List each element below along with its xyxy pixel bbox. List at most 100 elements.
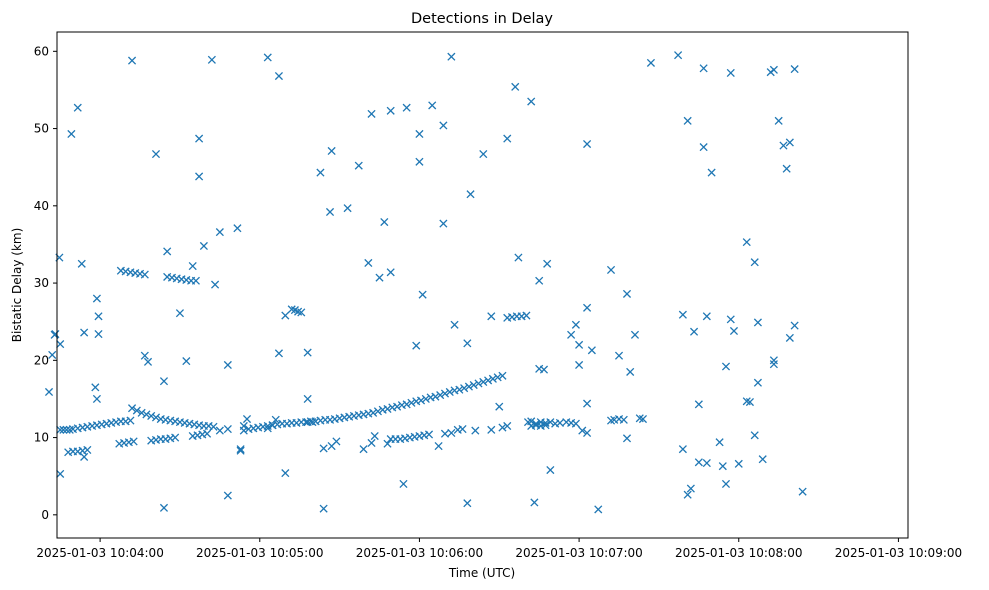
- data-point: [785, 138, 794, 147]
- x-tick-label: 2025-01-03 10:06:00: [356, 546, 483, 560]
- data-point: [281, 311, 290, 320]
- plot-frame: [56, 31, 909, 539]
- data-point: [137, 408, 146, 417]
- data-point: [402, 400, 411, 409]
- data-point: [694, 458, 703, 467]
- data-point: [707, 168, 716, 177]
- data-point: [91, 383, 100, 392]
- data-point: [546, 418, 555, 427]
- y-tick-label: 30: [34, 276, 49, 290]
- data-point: [56, 469, 65, 478]
- data-point: [195, 172, 204, 181]
- data-point: [571, 419, 580, 428]
- data-point: [745, 397, 754, 407]
- data-point: [683, 490, 692, 499]
- data-point: [699, 143, 708, 152]
- data-point: [587, 346, 596, 355]
- data-point: [421, 394, 430, 404]
- data-point: [721, 362, 731, 371]
- data-point: [223, 425, 232, 434]
- data-point: [718, 462, 727, 471]
- data-point: [402, 103, 411, 112]
- data-point: [463, 499, 472, 508]
- data-point: [785, 333, 794, 342]
- data-point: [626, 367, 635, 376]
- data-point: [209, 422, 218, 431]
- data-point: [583, 303, 592, 312]
- data-point: [702, 312, 711, 321]
- data-point: [742, 238, 751, 247]
- data-point: [575, 360, 584, 370]
- data-point: [769, 356, 778, 365]
- data-point: [359, 445, 368, 454]
- data-point: [308, 418, 317, 427]
- data-point: [779, 141, 788, 150]
- data-point: [484, 376, 493, 385]
- data-point: [142, 410, 151, 419]
- data-point: [721, 479, 731, 488]
- data-point: [407, 398, 416, 407]
- data-point: [80, 452, 89, 461]
- data-point: [223, 360, 232, 370]
- data-point: [622, 434, 632, 443]
- data-point: [191, 276, 200, 285]
- data-point: [606, 265, 616, 274]
- data-point: [614, 351, 624, 360]
- data-point: [498, 371, 507, 380]
- data-point: [702, 459, 711, 468]
- data-point: [622, 289, 632, 298]
- data-point: [418, 290, 427, 299]
- data-point: [127, 56, 137, 65]
- data-point: [522, 311, 531, 320]
- data-point: [383, 439, 392, 448]
- data-point: [471, 426, 480, 435]
- data-point: [531, 419, 541, 428]
- x-axis-label: Time (UTC): [448, 566, 515, 580]
- data-point: [327, 146, 336, 156]
- data-point: [535, 276, 544, 285]
- data-point: [147, 411, 156, 421]
- data-point: [678, 310, 687, 319]
- data-point: [493, 373, 502, 382]
- x-tick-label: 2025-01-03 10:04:00: [36, 546, 163, 560]
- data-point: [92, 294, 101, 303]
- y-tick-label: 60: [34, 44, 49, 58]
- data-point: [750, 258, 759, 267]
- data-point: [530, 498, 539, 507]
- data-point: [236, 446, 245, 455]
- data-point: [67, 129, 76, 139]
- data-point: [140, 351, 149, 360]
- data-point: [498, 423, 507, 432]
- data-point: [458, 425, 467, 434]
- data-point: [619, 415, 628, 424]
- data-point: [424, 430, 434, 439]
- data-point: [159, 503, 169, 512]
- data-point: [215, 228, 224, 237]
- data-point: [729, 326, 739, 336]
- data-point: [479, 377, 488, 387]
- data-point: [686, 484, 695, 493]
- data-point: [203, 429, 212, 438]
- y-tick-label: 50: [34, 122, 49, 136]
- data-point: [303, 394, 312, 404]
- data-point: [487, 312, 496, 321]
- data-point: [715, 438, 724, 447]
- data-point: [242, 414, 252, 424]
- data-point: [503, 134, 512, 143]
- data-point: [263, 53, 272, 62]
- data-point: [316, 168, 325, 177]
- data-point: [83, 445, 92, 454]
- data-point: [439, 219, 448, 228]
- data-point: [274, 349, 283, 358]
- data-point: [268, 421, 277, 430]
- data-point: [434, 442, 443, 451]
- data-point: [182, 357, 191, 366]
- data-point: [370, 431, 379, 441]
- data-point: [416, 396, 426, 405]
- data-point: [450, 320, 459, 329]
- data-point: [445, 387, 454, 397]
- data-point: [239, 421, 248, 431]
- data-point: [195, 134, 204, 143]
- data-point: [503, 421, 512, 431]
